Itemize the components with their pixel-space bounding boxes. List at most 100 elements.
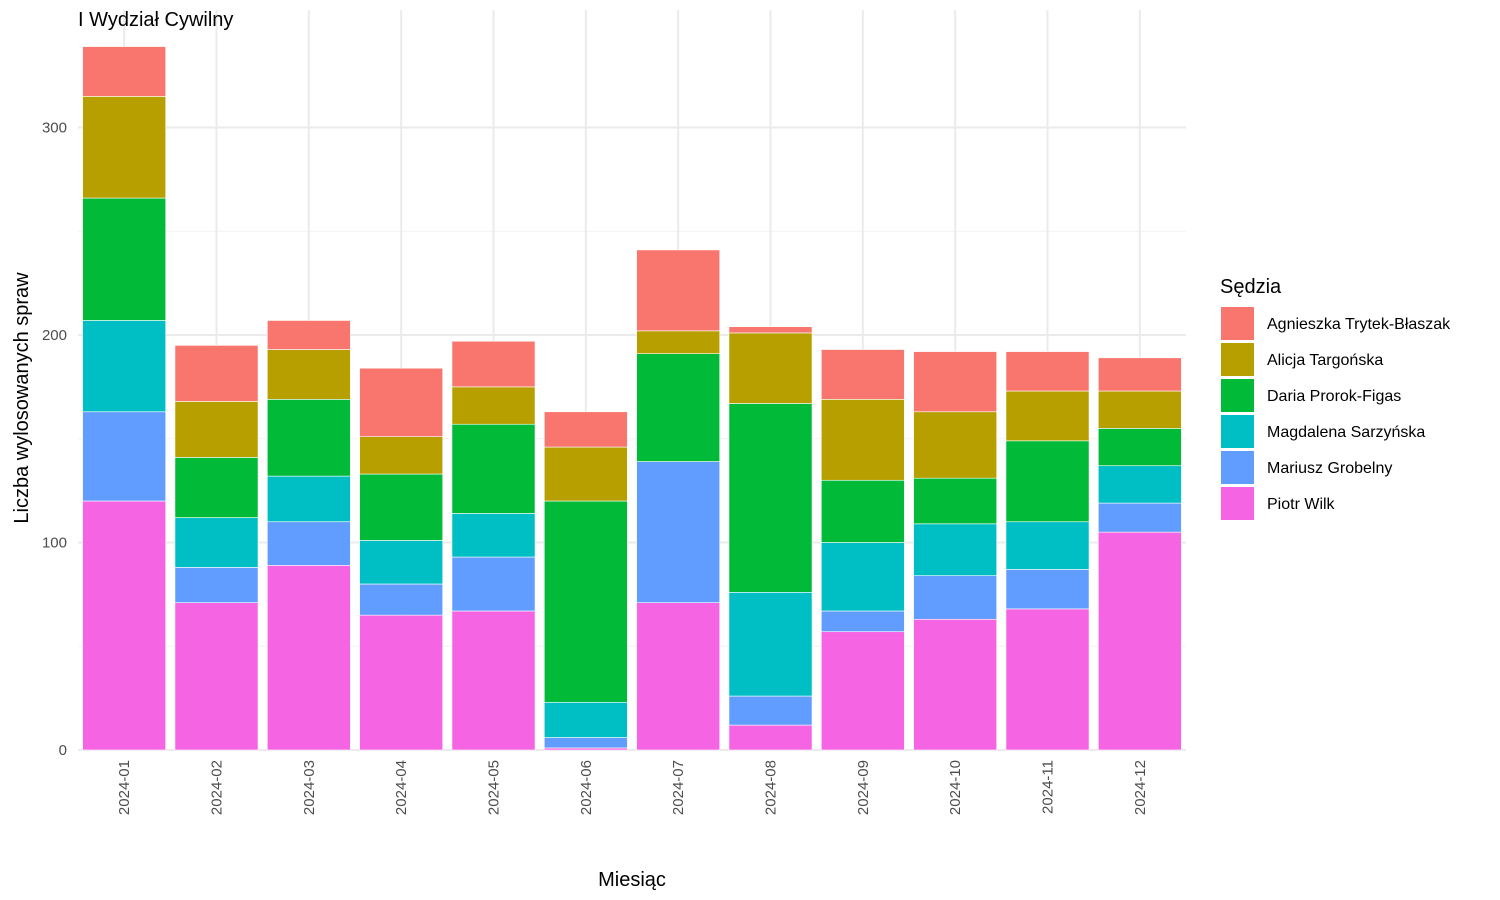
bar-segment xyxy=(359,583,444,616)
bar-segment xyxy=(451,340,536,388)
bar-segment xyxy=(451,556,536,612)
bar-segment xyxy=(1005,351,1090,392)
legend-key xyxy=(1221,379,1254,412)
bar-segment xyxy=(820,542,905,612)
bar-segment xyxy=(82,411,167,502)
bar-segment xyxy=(1005,521,1090,570)
y-axis-ticks: 0 100 200 300 xyxy=(42,120,67,760)
bar-segment xyxy=(1097,357,1182,392)
legend-title: Sędzia xyxy=(1220,276,1282,298)
bar-segment xyxy=(82,46,167,97)
legend-key xyxy=(1221,415,1254,448)
bars xyxy=(82,46,1182,751)
bar-segment xyxy=(1097,390,1182,429)
bar-segment xyxy=(1005,390,1090,442)
bar-segment xyxy=(266,320,351,350)
x-tick-label: 2024-03 xyxy=(301,760,318,815)
bar-segment xyxy=(1005,440,1090,523)
bar-segment xyxy=(543,500,628,703)
bar-segment xyxy=(820,631,905,751)
bar-segment xyxy=(174,602,259,751)
legend-key xyxy=(1221,487,1254,520)
bar-segment xyxy=(543,747,628,751)
bar-segment xyxy=(451,386,536,425)
bar-segment xyxy=(820,610,905,633)
bar-segment xyxy=(82,500,167,751)
bar-segment xyxy=(451,423,536,514)
bar-segment xyxy=(451,513,536,558)
bar-segment xyxy=(913,351,998,413)
bar-segment xyxy=(728,326,813,334)
bar-segment xyxy=(728,332,813,404)
x-tick-label: 2024-06 xyxy=(578,760,595,815)
bar-segment xyxy=(636,330,721,354)
bar-segment xyxy=(451,610,536,751)
bar-segment xyxy=(82,320,167,413)
bar-segment xyxy=(359,540,444,585)
bar-segment xyxy=(1005,608,1090,751)
legend-label: Alicja Targońska xyxy=(1267,352,1383,369)
legend-label: Magdalena Sarzyńska xyxy=(1267,424,1425,441)
bar-segment xyxy=(820,479,905,543)
x-tick-label: 2024-09 xyxy=(855,760,872,815)
bar-segment xyxy=(728,695,813,726)
bar-segment xyxy=(1097,465,1182,504)
y-tick-label: 0 xyxy=(59,742,67,759)
bar-segment xyxy=(359,614,444,751)
bar-segment xyxy=(543,411,628,448)
bar-segment xyxy=(543,701,628,738)
bar-segment xyxy=(1097,428,1182,467)
bar-segment xyxy=(359,473,444,541)
bar-segment xyxy=(359,436,444,475)
legend-label: Daria Prorok-Figas xyxy=(1267,388,1401,405)
bar-segment xyxy=(174,345,259,402)
legend: Sędzia Agnieszka Trytek-Błaszak Alicja Ta… xyxy=(1220,276,1451,520)
y-tick-label: 100 xyxy=(42,535,67,552)
bar-segment xyxy=(820,399,905,481)
bar-segment xyxy=(1097,502,1182,533)
bar-segment xyxy=(82,96,167,199)
y-axis-title: Liczba wylosowanych spraw xyxy=(11,272,33,524)
x-tick-label: 2024-08 xyxy=(763,760,780,815)
x-axis-title: Miesiąc xyxy=(598,869,666,891)
bar-segment xyxy=(266,475,351,523)
bar-segment xyxy=(266,521,351,566)
bar-segment xyxy=(1005,569,1090,610)
legend-key xyxy=(1221,451,1254,484)
bar-segment xyxy=(1097,531,1182,751)
chart-title: I Wydział Cywilny xyxy=(78,9,233,31)
bar-segment xyxy=(174,567,259,603)
bar-segment xyxy=(174,401,259,458)
x-tick-label: 2024-01 xyxy=(116,760,133,815)
bar-segment xyxy=(174,517,259,568)
x-tick-label: 2024-10 xyxy=(947,760,964,815)
bar-segment xyxy=(636,249,721,332)
bar-segment xyxy=(913,411,998,479)
bar-segment xyxy=(359,367,444,437)
bar-segment xyxy=(913,477,998,525)
bar-segment xyxy=(82,197,167,321)
bar-segment xyxy=(728,403,813,593)
bar-segment xyxy=(266,565,351,751)
x-tick-label: 2024-04 xyxy=(393,760,410,815)
bar-segment xyxy=(728,591,813,697)
x-tick-label: 2024-02 xyxy=(209,760,226,815)
bar-segment xyxy=(820,349,905,400)
legend-key xyxy=(1221,307,1254,340)
x-axis-ticks: 2024-01 2024-02 2024-03 2024-04 2024-05 2024-… xyxy=(116,760,1149,815)
bar-segment xyxy=(913,523,998,577)
y-tick-label: 200 xyxy=(42,327,67,344)
bar-segment xyxy=(728,724,813,751)
legend-label: Mariusz Grobelny xyxy=(1267,460,1392,477)
bar-segment xyxy=(636,353,721,462)
legend-key xyxy=(1221,343,1254,376)
bar-segment xyxy=(636,461,721,603)
bar-segment xyxy=(266,349,351,400)
x-tick-label: 2024-05 xyxy=(486,760,503,815)
bar-segment xyxy=(636,602,721,751)
bar-segment xyxy=(266,399,351,477)
y-tick-label: 300 xyxy=(42,120,67,137)
bar-segment xyxy=(913,575,998,620)
legend-label: Agnieszka Trytek-Błaszak xyxy=(1267,316,1451,333)
